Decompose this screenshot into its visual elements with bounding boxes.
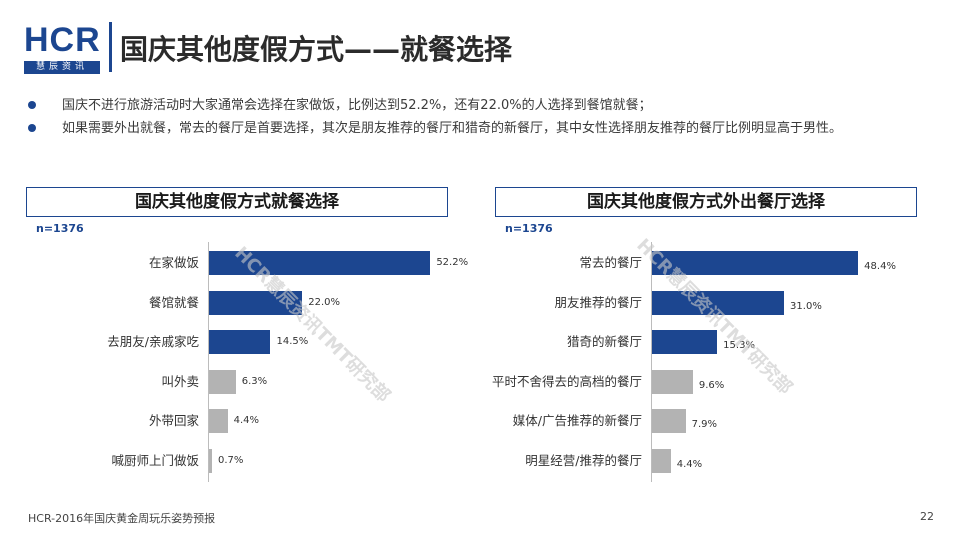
bullet-dot-icon xyxy=(28,101,36,109)
bar xyxy=(209,330,271,354)
bullet-item: 如果需要外出就餐，常去的餐厅是首要选择，其次是朋友推荐的餐厅和猎奇的新餐厅，其中… xyxy=(28,119,938,138)
sample-size-label: n=1376 xyxy=(36,222,84,235)
page-number: 22 xyxy=(920,510,934,523)
bar xyxy=(209,409,228,433)
category-label: 外带回家 xyxy=(148,413,199,428)
bar xyxy=(652,251,859,275)
category-label: 常去的餐厅 xyxy=(579,255,642,270)
category-label: 餐馆就餐 xyxy=(148,294,199,310)
value-label: 6.3% xyxy=(241,375,268,387)
category-label: 在家做饭 xyxy=(148,255,199,270)
chart-axis xyxy=(651,242,652,482)
value-label: 31.0% xyxy=(790,300,822,312)
chart-axis xyxy=(208,242,209,482)
bar xyxy=(652,448,671,473)
bar xyxy=(209,251,431,275)
chart-title-restaurant: 国庆其他度假方式外出餐厅选择 xyxy=(495,187,917,217)
bullet-list: 国庆不进行旅游活动时大家通常会选择在家做饭，比例达到52.2%，还有22.0%的… xyxy=(28,96,938,142)
bullet-dot-icon xyxy=(28,124,36,132)
bullet-text: 如果需要外出就餐，常去的餐厅是首要选择，其次是朋友推荐的餐厅和猎奇的新餐厅，其中… xyxy=(62,121,843,136)
bar xyxy=(652,290,785,315)
value-label: 15.3% xyxy=(723,340,755,351)
value-label: 9.6% xyxy=(698,379,725,391)
value-label: 4.4% xyxy=(676,458,703,470)
value-label: 14.5% xyxy=(276,336,309,347)
bullet-text: 国庆不进行旅游活动时大家通常会选择在家做饭，比例达到52.2%，还有22.0%的… xyxy=(62,98,652,113)
bar xyxy=(652,409,686,433)
category-label: 媒体/广告推荐的新餐厅 xyxy=(512,413,642,428)
logo-subtitle: 慧辰资讯 xyxy=(24,61,100,74)
category-label: 去朋友/亲戚家吃 xyxy=(107,334,199,349)
category-label: 叫外卖 xyxy=(161,373,199,389)
value-label: 0.7% xyxy=(217,454,244,466)
value-label: 52.2% xyxy=(436,257,469,268)
logo-text: HCR xyxy=(24,21,101,59)
bar xyxy=(209,448,212,473)
hcr-logo: HCR 慧辰资讯 xyxy=(24,22,104,74)
category-label: 平时不舍得去的高档的餐厅 xyxy=(491,373,642,389)
category-label: 猎奇的新餐厅 xyxy=(566,334,642,349)
sample-size-label: n=1376 xyxy=(505,222,553,235)
bar xyxy=(652,330,718,354)
bar xyxy=(652,369,693,394)
chart-title-dining: 国庆其他度假方式就餐选择 xyxy=(26,187,448,217)
category-label: 朋友推荐的餐厅 xyxy=(554,294,642,310)
footer-text: HCR-2016年国庆黄金周玩乐姿势预报 xyxy=(28,512,216,525)
value-label: 48.4% xyxy=(864,261,896,272)
value-label: 4.4% xyxy=(233,415,260,426)
value-label: 7.9% xyxy=(691,419,718,430)
bar xyxy=(209,369,236,394)
category-label: 明星经营/推荐的餐厅 xyxy=(525,452,642,468)
title-divider xyxy=(109,22,112,72)
bullet-item: 国庆不进行旅游活动时大家通常会选择在家做饭，比例达到52.2%，还有22.0%的… xyxy=(28,96,938,115)
value-label: 22.0% xyxy=(308,296,341,308)
page-title: 国庆其他度假方式——就餐选择 xyxy=(120,33,513,66)
bar xyxy=(209,290,303,315)
category-label: 喊厨师上门做饭 xyxy=(111,452,199,468)
